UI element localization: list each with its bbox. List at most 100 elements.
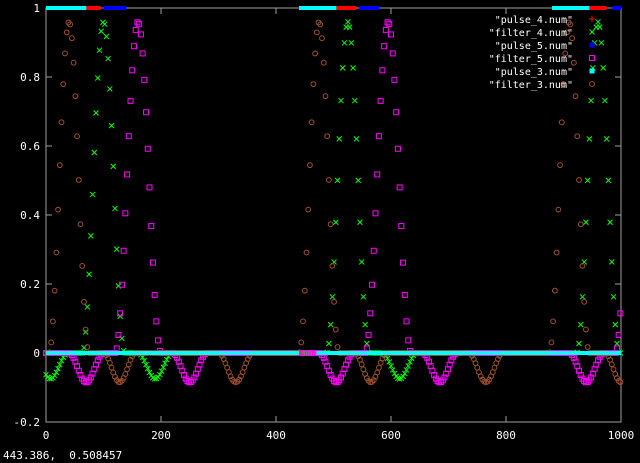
point-filter-5-num: [196, 361, 203, 368]
point-filter-4-num: [155, 374, 161, 380]
pulse-top-segment: [299, 6, 337, 10]
point-filter-3-num: [50, 318, 56, 325]
point-filter-4-num: [336, 136, 343, 142]
point-filter-5-num: [94, 357, 101, 364]
y-tick-label: 0: [33, 347, 40, 360]
y-tick-label: 0.8: [20, 71, 40, 84]
legend-entry-label: "pulse_5.num": [495, 41, 573, 52]
point-filter-5-num: [320, 354, 327, 361]
point-filter-5-num: [89, 370, 96, 377]
point-filter-3-num: [74, 133, 80, 140]
x-tick-label: 200: [151, 429, 171, 442]
pulse-segment: [316, 351, 621, 355]
point-filter-4-num: [363, 340, 370, 347]
point-filter-4-num: [389, 367, 396, 373]
point-filter-3-num: [334, 344, 341, 350]
point-filter-3-num: [360, 366, 367, 373]
point-filter-3-num: [119, 377, 125, 384]
point-filter-4-num: [362, 321, 368, 328]
point-filter-5-num: [617, 310, 624, 317]
point-filter-3-num: [60, 81, 67, 88]
point-filter-5-num: [370, 247, 377, 254]
pulse-segment: [46, 351, 299, 355]
point-filter-5-num: [84, 379, 91, 386]
point-filter-3-num: [62, 50, 68, 57]
point-filter-5-num: [322, 358, 329, 365]
point-filter-5-num: [386, 20, 393, 27]
x-tick-label: 0: [43, 429, 50, 442]
point-filter-5-num: [339, 370, 346, 377]
point-filter-5-num: [120, 247, 127, 254]
legend-marker: [589, 81, 595, 87]
point-filter-5-num: [613, 345, 620, 352]
point-filter-5-num: [431, 371, 438, 378]
y-tick-label: 0.2: [20, 278, 40, 291]
y-tick-label: 1: [33, 2, 40, 15]
point-filter-5-num: [365, 331, 372, 338]
point-filter-5-num: [136, 20, 143, 27]
point-filter-5-num: [137, 31, 144, 38]
point-filter-3-num: [301, 287, 308, 294]
legend-marker: [589, 42, 595, 48]
pulse-top-segment: [552, 6, 590, 10]
point-filter-3-num: [124, 366, 130, 373]
point-filter-5-num: [155, 337, 162, 344]
point-filter-3-num: [329, 262, 336, 269]
point-filter-3-num: [51, 287, 58, 294]
point-filter-5-num: [446, 361, 453, 368]
legend-marker: [589, 68, 595, 74]
point-filter-5-num: [327, 371, 334, 378]
point-filter-5-num: [344, 357, 351, 364]
legend-entry-label: "filter_4.num": [489, 28, 573, 39]
point-filter-4-num: [345, 18, 351, 25]
point-filter-3-num: [581, 298, 588, 305]
point-filter-5-num: [141, 76, 148, 83]
point-filter-4-num: [334, 177, 341, 184]
point-filter-5-num: [372, 210, 379, 217]
point-filter-4-num: [408, 355, 415, 362]
point-filter-4-num: [93, 109, 99, 116]
point-filter-3-num: [570, 59, 577, 66]
point-filter-4-num: [386, 359, 393, 365]
point-filter-5-num: [343, 361, 350, 368]
point-filter-3-num: [308, 119, 315, 126]
point-filter-4-num: [103, 33, 110, 40]
y-tick-label: -0.2: [14, 416, 41, 429]
point-filter-3-num: [550, 318, 557, 325]
point-filter-3-num: [560, 81, 567, 88]
point-filter-4-num: [353, 136, 360, 142]
point-filter-3-num: [75, 177, 82, 183]
point-filter-4-num: [86, 271, 92, 278]
point-filter-5-num: [93, 361, 100, 368]
point-filter-3-num: [72, 93, 79, 100]
point-filter-4-num: [600, 64, 607, 71]
point-filter-5-num: [143, 109, 150, 116]
point-filter-4-num: [327, 321, 334, 328]
legend-marker: [589, 55, 595, 61]
point-filter-4-num: [326, 340, 332, 347]
point-filter-5-num: [438, 379, 445, 386]
point-filter-5-num: [337, 374, 344, 381]
pulse-top-segment: [103, 6, 127, 10]
point-filter-3-num: [327, 221, 334, 228]
point-filter-5-num: [398, 223, 405, 230]
pulse-top-segment: [46, 6, 87, 10]
point-filter-3-num: [495, 356, 501, 362]
point-filter-3-num: [53, 249, 60, 256]
point-filter-4-num: [53, 369, 60, 376]
point-filter-5-num: [115, 331, 122, 338]
point-filter-3-num: [81, 298, 87, 305]
point-filter-3-num: [313, 29, 320, 36]
point-filter-5-num: [429, 367, 436, 374]
point-filter-4-num: [608, 259, 615, 265]
point-filter-4-num: [603, 136, 610, 142]
point-filter-5-num: [593, 361, 600, 368]
point-filter-5-num: [572, 358, 579, 365]
point-filter-4-num: [360, 293, 367, 300]
point-filter-4-num: [588, 97, 594, 104]
point-filter-5-num: [129, 67, 136, 74]
point-filter-5-num: [577, 371, 584, 378]
point-filter-3-num: [112, 373, 118, 380]
point-filter-4-num: [141, 357, 148, 364]
